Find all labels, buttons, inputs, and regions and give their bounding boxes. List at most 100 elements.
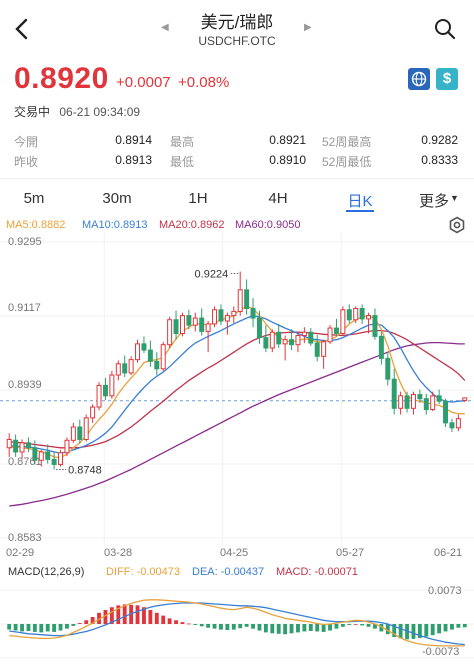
macd-dea-legend: DEA: -0.00437 bbox=[192, 566, 265, 578]
candle-body bbox=[58, 452, 64, 465]
candle-body bbox=[147, 349, 153, 362]
macd-histogram-bar bbox=[417, 624, 422, 638]
globe-icon[interactable] bbox=[408, 68, 430, 90]
high-price-annotation: 0.9224 bbox=[195, 269, 229, 281]
dollar-icon[interactable]: $ bbox=[436, 68, 458, 90]
candle-body bbox=[224, 315, 230, 322]
tab-30m[interactable]: 30m bbox=[102, 190, 132, 207]
candle-body bbox=[160, 344, 166, 370]
macd-histogram-bar bbox=[308, 624, 313, 631]
candle-body bbox=[141, 343, 147, 351]
candle-body bbox=[167, 319, 173, 346]
candle-body bbox=[128, 359, 134, 374]
trading-status: 交易中 06-21 09:34:09 bbox=[14, 103, 140, 120]
date-axis-label: 05-27 bbox=[336, 547, 365, 559]
macd-histogram-bar bbox=[257, 624, 262, 631]
candle-body bbox=[77, 426, 83, 440]
price-change-percent: +0.08% bbox=[178, 74, 230, 91]
chevron-down-icon[interactable]: ▼ bbox=[450, 193, 459, 203]
candle-body bbox=[115, 363, 121, 376]
next-arrow-icon[interactable]: ▶ bbox=[304, 22, 312, 33]
current-price: 0.8920 bbox=[14, 62, 109, 95]
candle-body bbox=[372, 315, 378, 337]
tab-more[interactable]: 更多 bbox=[418, 193, 449, 210]
ma60-line bbox=[9, 341, 465, 507]
macd-diff-legend: DIFF: -0.00473 bbox=[106, 566, 180, 578]
candle-body bbox=[19, 442, 25, 453]
candle-body bbox=[391, 378, 397, 409]
candle-body bbox=[25, 442, 31, 449]
candle-body bbox=[430, 395, 436, 411]
macd-axis-top: 0.0073 bbox=[428, 585, 462, 597]
gear-icon[interactable] bbox=[448, 216, 466, 234]
macd-histogram-bar bbox=[353, 624, 358, 625]
tab-5m[interactable]: 5m bbox=[23, 190, 45, 207]
price-axis-label: 0.8761 bbox=[8, 456, 42, 468]
macd-diff-line bbox=[9, 599, 465, 647]
candle-body bbox=[398, 395, 404, 409]
candle-body bbox=[346, 309, 352, 321]
macd-histogram-bar bbox=[251, 624, 255, 629]
tab-4h[interactable]: 4H bbox=[268, 190, 288, 207]
candle-body bbox=[96, 384, 102, 408]
back-icon[interactable] bbox=[14, 18, 30, 40]
candle-body bbox=[462, 397, 468, 401]
macd-histogram-bar bbox=[122, 604, 127, 624]
macd-histogram-bar bbox=[231, 624, 236, 630]
candle-body bbox=[122, 363, 128, 374]
candle-body bbox=[205, 323, 211, 332]
price-axis-label: 0.8939 bbox=[8, 379, 42, 391]
candle-body bbox=[449, 422, 455, 429]
candlestick-chart[interactable]: 0.9224 0.8748 bbox=[0, 232, 474, 548]
candle-body bbox=[263, 337, 269, 349]
tab-daily-k[interactable]: 日K bbox=[347, 193, 373, 210]
macd-histogram-bar bbox=[26, 624, 31, 631]
candle-body bbox=[154, 360, 160, 370]
stat-value-high: 0.8921 bbox=[269, 133, 306, 147]
macd-histogram-bar bbox=[65, 624, 69, 629]
macd-params: MACD(12,26,9) bbox=[8, 566, 85, 578]
macd-histogram-bar bbox=[97, 612, 101, 624]
stat-value-open: 0.8914 bbox=[115, 133, 152, 147]
macd-histogram-bar bbox=[392, 624, 397, 638]
stat-value-low: 0.8910 bbox=[269, 153, 306, 167]
page-title: 美元/瑞郎 bbox=[200, 13, 274, 32]
price-change: +0.0007 bbox=[116, 74, 171, 91]
candle-body bbox=[321, 341, 327, 357]
candle-body bbox=[378, 335, 384, 359]
candle-body bbox=[455, 418, 461, 429]
stat-label-high: 最高 bbox=[170, 135, 195, 149]
candle-body bbox=[436, 395, 442, 402]
stat-label-52w-high: 52周最高 bbox=[322, 135, 372, 149]
macd-histogram-bar bbox=[244, 624, 249, 627]
macd-histogram-bar bbox=[289, 624, 294, 634]
candle-body bbox=[186, 315, 192, 326]
ma10-line bbox=[9, 314, 465, 454]
macd-chart[interactable] bbox=[0, 582, 474, 664]
candle-body bbox=[289, 339, 295, 346]
macd-histogram-bar bbox=[116, 605, 121, 624]
macd-value-legend: MACD: -0.00071 bbox=[276, 566, 358, 578]
macd-histogram-bar bbox=[373, 624, 377, 629]
macd-dea-line bbox=[9, 602, 465, 646]
prev-arrow-icon[interactable]: ◀ bbox=[161, 22, 169, 33]
macd-histogram-bar bbox=[296, 624, 300, 633]
macd-histogram-bar bbox=[7, 624, 12, 630]
candle-body bbox=[385, 357, 391, 380]
candle-body bbox=[353, 308, 359, 321]
low-price-annotation: 0.8748 bbox=[68, 464, 102, 476]
macd-histogram-bar bbox=[71, 624, 76, 626]
candle-body bbox=[404, 395, 410, 409]
macd-histogram-bar bbox=[302, 624, 307, 632]
candle-body bbox=[256, 317, 262, 339]
macd-histogram-bar bbox=[315, 624, 320, 632]
candle-body bbox=[314, 342, 320, 357]
macd-histogram-bar bbox=[13, 624, 18, 631]
search-icon[interactable] bbox=[434, 18, 456, 40]
candle-body bbox=[301, 331, 307, 337]
candle-body bbox=[443, 400, 449, 424]
tab-1h[interactable]: 1H bbox=[188, 190, 208, 207]
macd-histogram-bar bbox=[32, 624, 37, 632]
macd-histogram-bar bbox=[212, 624, 217, 629]
macd-histogram-bar bbox=[238, 624, 243, 629]
